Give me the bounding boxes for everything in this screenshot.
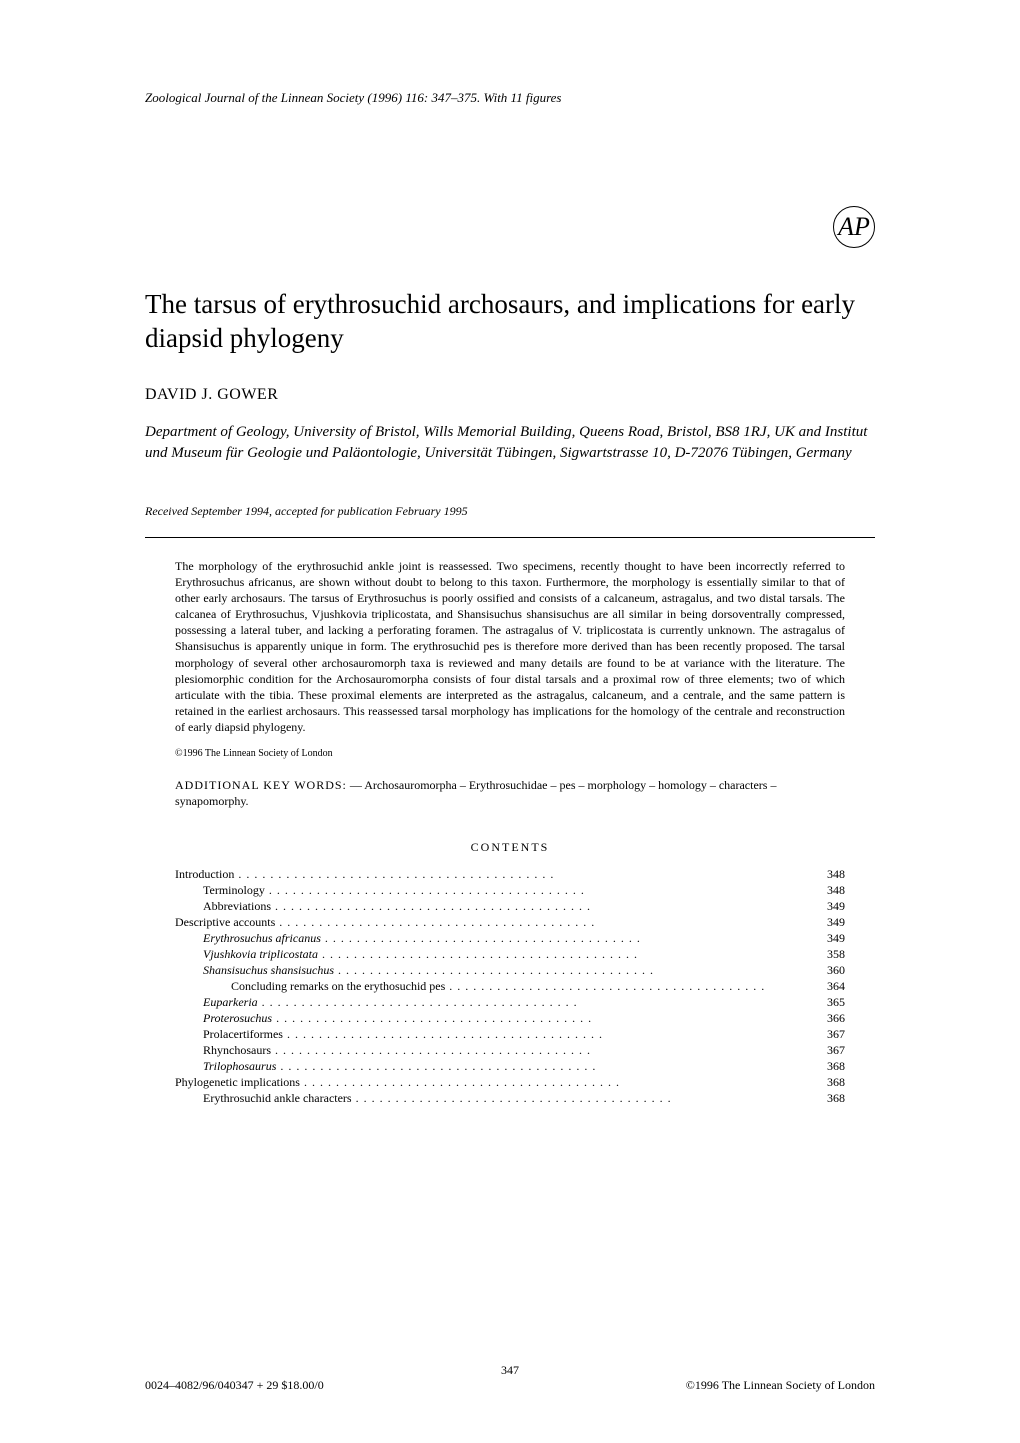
toc-row: Introduction............................… xyxy=(175,867,845,882)
toc-dots: ........................................ xyxy=(449,979,811,994)
toc-dots: ........................................ xyxy=(269,883,811,898)
toc-page: 367 xyxy=(815,1043,845,1058)
toc-page: 367 xyxy=(815,1027,845,1042)
toc-row: Descriptive accounts....................… xyxy=(175,915,845,930)
toc-dots: ........................................ xyxy=(275,1043,811,1058)
article-title: The tarsus of erythrosuchid archosaurs, … xyxy=(145,288,875,356)
toc-label: Vjushkovia triplicostata xyxy=(175,947,318,962)
toc-row: Phylogenetic implications...............… xyxy=(175,1075,845,1090)
toc-dots: ........................................ xyxy=(325,931,811,946)
toc-label: Abbreviations xyxy=(175,899,271,914)
toc-row: Vjushkovia triplicostata................… xyxy=(175,947,845,962)
toc-page: 349 xyxy=(815,899,845,914)
toc-dots: ........................................ xyxy=(275,899,811,914)
abstract-copyright: ©1996 The Linnean Society of London xyxy=(145,748,875,759)
toc-dots: ........................................ xyxy=(322,947,811,962)
keywords-block: ADDITIONAL KEY WORDS: — Archosauromorpha… xyxy=(145,777,875,811)
toc-row: Trilophosaurus..........................… xyxy=(175,1059,845,1074)
toc-row: Terminology.............................… xyxy=(175,883,845,898)
toc-dots: ........................................ xyxy=(304,1075,811,1090)
publisher-logo-icon: AP xyxy=(833,206,875,248)
toc-dots: ........................................ xyxy=(287,1027,811,1042)
toc-page: 368 xyxy=(815,1091,845,1106)
author-name: DAVID J. GOWER xyxy=(145,386,875,404)
toc-page: 364 xyxy=(815,979,845,994)
abstract-text: The morphology of the erythrosuchid ankl… xyxy=(145,558,875,736)
toc-row: Shansisuchus shansisuchus...............… xyxy=(175,963,845,978)
toc-page: 348 xyxy=(815,883,845,898)
toc-label: Concluding remarks on the erythosuchid p… xyxy=(175,979,445,994)
toc-page: 368 xyxy=(815,1059,845,1074)
page-number: 347 xyxy=(0,1363,1020,1378)
toc-label: Trilophosaurus xyxy=(175,1059,276,1074)
toc-page: 358 xyxy=(815,947,845,962)
publisher-logo-container: AP xyxy=(145,206,875,248)
toc-label: Erythrosuchus africanus xyxy=(175,931,321,946)
toc-label: Erythrosuchid ankle characters xyxy=(175,1091,352,1106)
toc-row: Rhynchosaurs............................… xyxy=(175,1043,845,1058)
toc-label: Prolacertiformes xyxy=(175,1027,283,1042)
toc-label: Phylogenetic implications xyxy=(175,1075,300,1090)
toc-page: 349 xyxy=(815,915,845,930)
footer-right: ©1996 The Linnean Society of London xyxy=(686,1378,875,1393)
toc-dots: ........................................ xyxy=(276,1011,811,1026)
toc-row: Prolacertiformes........................… xyxy=(175,1027,845,1042)
journal-name: Zoological Journal of the Linnean Societ… xyxy=(145,90,364,105)
author-affiliation: Department of Geology, University of Bri… xyxy=(145,422,875,464)
toc-row: Erythrosuchid ankle characters..........… xyxy=(175,1091,845,1106)
toc-dots: ........................................ xyxy=(338,963,811,978)
footer-left: 0024–4082/96/040347 + 29 $18.00/0 xyxy=(145,1378,324,1393)
toc-row: Proterosuchus...........................… xyxy=(175,1011,845,1026)
toc-label: Terminology xyxy=(175,883,265,898)
toc-page: 360 xyxy=(815,963,845,978)
toc-page: 368 xyxy=(815,1075,845,1090)
toc-page: 366 xyxy=(815,1011,845,1026)
toc-label: Rhynchosaurs xyxy=(175,1043,271,1058)
toc-label: Proterosuchus xyxy=(175,1011,272,1026)
toc-label: Euparkeria xyxy=(175,995,258,1010)
toc-dots: ........................................ xyxy=(356,1091,811,1106)
journal-year: (1996) xyxy=(367,90,402,105)
journal-figures: With 11 figures xyxy=(483,90,561,105)
toc-label: Shansisuchus shansisuchus xyxy=(175,963,334,978)
journal-volume-pages: 116: 347–375. xyxy=(405,90,480,105)
toc-page: 365 xyxy=(815,995,845,1010)
contents-heading: CONTENTS xyxy=(145,840,875,855)
toc-dots: ........................................ xyxy=(238,867,811,882)
footer: 0024–4082/96/040347 + 29 $18.00/0 ©1996 … xyxy=(145,1378,875,1393)
toc-row: Abbreviations...........................… xyxy=(175,899,845,914)
received-date: Received September 1994, accepted for pu… xyxy=(145,504,875,519)
toc-row: Euparkeria..............................… xyxy=(175,995,845,1010)
keywords-label: ADDITIONAL KEY WORDS: xyxy=(175,778,347,792)
toc-label: Introduction xyxy=(175,867,234,882)
toc-row: Concluding remarks on the erythosuchid p… xyxy=(175,979,845,994)
toc-row: Erythrosuchus africanus.................… xyxy=(175,931,845,946)
toc-label: Descriptive accounts xyxy=(175,915,275,930)
toc-dots: ........................................ xyxy=(262,995,811,1010)
divider xyxy=(145,537,875,538)
table-of-contents: Introduction............................… xyxy=(145,867,875,1106)
toc-dots: ........................................ xyxy=(279,915,811,930)
toc-page: 349 xyxy=(815,931,845,946)
toc-dots: ........................................ xyxy=(280,1059,811,1074)
toc-page: 348 xyxy=(815,867,845,882)
journal-citation: Zoological Journal of the Linnean Societ… xyxy=(145,90,875,106)
